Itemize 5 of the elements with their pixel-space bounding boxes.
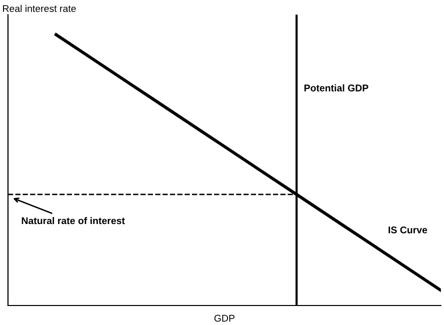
y-axis-title: Real interest rate — [3, 4, 76, 12]
series-label: IS Curve — [388, 226, 428, 234]
annotation: Natural rate of interest — [22, 217, 125, 224]
x-axis-title: GDP — [214, 314, 234, 322]
annotation: Potential GDP — [304, 84, 368, 92]
